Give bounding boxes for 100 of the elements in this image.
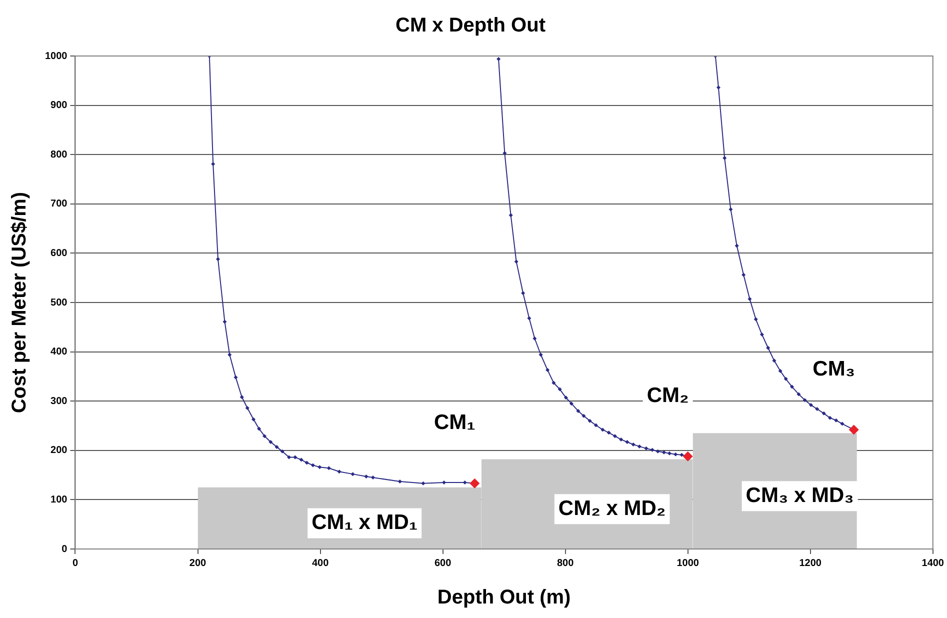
point	[310, 463, 315, 468]
point	[680, 452, 684, 457]
point	[496, 56, 501, 61]
annotation: CM₃	[812, 357, 856, 380]
x-tick-label: 400	[312, 558, 330, 569]
point	[268, 440, 273, 444]
annotation: CM₃ x MD₃	[746, 484, 854, 507]
y-tick-label: 300	[50, 396, 68, 407]
point	[582, 414, 586, 418]
x-tick-label: 1400	[922, 558, 944, 569]
point	[532, 336, 537, 340]
point	[748, 297, 752, 302]
x-tick-label: 200	[189, 558, 207, 569]
y-tick-label: 0	[62, 544, 68, 555]
point	[606, 430, 611, 435]
annotation: CM₁	[434, 411, 476, 434]
y-tick-label: 100	[50, 494, 68, 506]
point	[766, 346, 770, 350]
y-tick-label: 500	[50, 297, 68, 308]
point	[802, 398, 807, 402]
x-tick-label: 800	[556, 558, 574, 569]
point	[734, 244, 739, 248]
point	[304, 460, 309, 465]
point	[274, 444, 279, 449]
point	[790, 384, 794, 389]
point	[656, 449, 660, 454]
point	[326, 466, 331, 470]
point	[808, 403, 813, 408]
point	[287, 455, 292, 460]
point	[588, 418, 592, 423]
point	[625, 440, 630, 444]
point	[502, 151, 507, 156]
point	[667, 451, 672, 456]
point	[470, 478, 480, 488]
point	[772, 358, 776, 363]
point	[576, 408, 580, 413]
point	[398, 479, 402, 484]
x-axis-title: Depth Out (m)	[437, 586, 571, 609]
point	[240, 395, 244, 400]
point	[222, 320, 227, 324]
point	[257, 426, 262, 431]
point	[682, 451, 693, 462]
point	[521, 291, 526, 296]
point	[514, 260, 518, 264]
point	[631, 442, 636, 446]
point	[848, 424, 859, 435]
point	[716, 86, 720, 90]
point	[728, 207, 733, 212]
point	[564, 396, 568, 400]
y-axis-title: Cost per Meter (US$/m)	[8, 192, 31, 414]
point	[216, 257, 220, 262]
x-tick-label: 600	[434, 558, 452, 569]
point	[508, 213, 513, 218]
x-tick-label: 1200	[799, 558, 822, 569]
point	[594, 423, 598, 428]
point	[280, 449, 284, 454]
point	[527, 316, 532, 320]
point	[558, 387, 562, 392]
point	[299, 458, 304, 462]
point	[742, 272, 746, 277]
point	[600, 428, 605, 432]
point	[234, 375, 238, 380]
point	[462, 480, 467, 484]
point	[612, 434, 617, 438]
point	[662, 450, 666, 454]
y-tick-label: 600	[50, 248, 68, 259]
point	[538, 352, 543, 357]
point	[815, 406, 820, 411]
point	[350, 472, 355, 476]
point	[318, 465, 322, 470]
point	[546, 368, 550, 372]
x-tick-label: 0	[72, 558, 78, 569]
annotation: CM₂ x MD₂	[558, 496, 666, 520]
point	[337, 470, 342, 474]
point	[370, 476, 375, 480]
point	[834, 418, 838, 422]
point	[754, 317, 758, 322]
y-tick-label: 1000	[44, 50, 68, 62]
point	[262, 434, 267, 438]
point	[784, 376, 788, 381]
point	[822, 411, 826, 416]
point	[228, 352, 232, 357]
point	[364, 474, 368, 479]
point	[778, 369, 782, 374]
annotation: CM₁ x MD₁	[312, 510, 418, 534]
point	[674, 452, 678, 456]
point	[552, 380, 556, 385]
point	[293, 455, 298, 460]
point	[569, 402, 574, 406]
y-tick-label: 700	[50, 198, 68, 210]
point	[619, 438, 624, 442]
point	[421, 481, 426, 486]
point	[760, 332, 764, 337]
point	[796, 392, 801, 396]
point	[252, 417, 256, 422]
y-tick-label: 900	[50, 100, 68, 112]
y-tick-label: 400	[50, 346, 68, 358]
point	[840, 422, 844, 426]
x-tick-label: 1000	[676, 558, 700, 569]
y-tick-label: 200	[50, 445, 68, 456]
